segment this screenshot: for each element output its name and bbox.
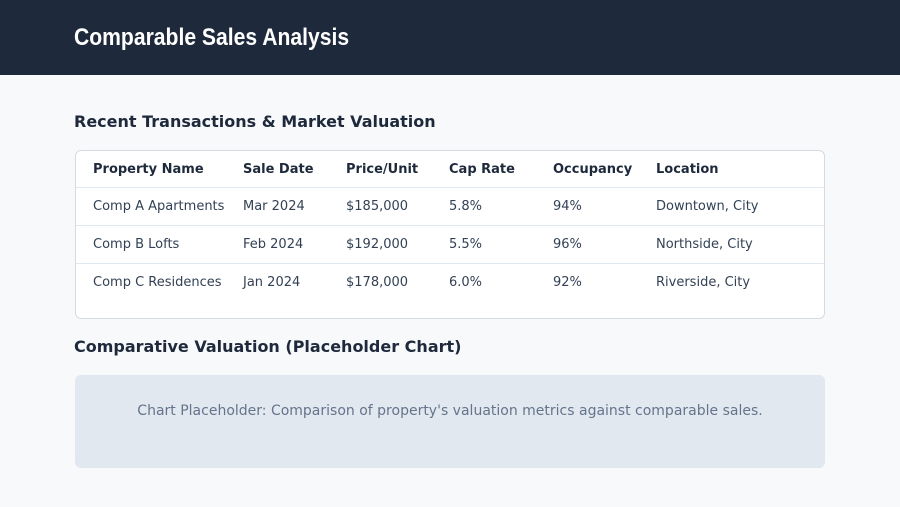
table-cell: 92% <box>553 275 582 290</box>
table-row: Comp A Apartments Mar 2024 $185,000 5.8% 94%… <box>76 187 824 226</box>
placeholder-text: Chart Placeholder: Comparison of propert… <box>137 403 763 419</box>
column-header: Occupancy <box>536 151 639 188</box>
table-cell: 94% <box>536 187 639 226</box>
table-cell: Mar 2024 <box>226 187 329 226</box>
table-row: Comp B Lofts Feb 2024 $192,000 5.5% 96% North… <box>76 225 824 264</box>
table-cell: Comp B Lofts <box>76 225 226 264</box>
table-cell: Jan 2024 <box>243 275 301 290</box>
section-title: Comparative Valuation (Placeholder Chart… <box>74 337 462 356</box>
table: Property Name Sale Date Price/Unit Cap Rate… <box>76 151 824 301</box>
table-cell: 6.0% <box>449 275 483 290</box>
chart-placeholder: Chart Placeholder: Comparison of propert… <box>75 375 825 468</box>
table-cell: Downtown, City <box>639 187 824 226</box>
table-cell: 5.5% <box>432 225 536 264</box>
column-header: Cap Rate <box>432 151 536 188</box>
table-cell: $192,000 <box>329 225 432 264</box>
table-cell: Comp A Apartments <box>76 187 226 226</box>
column-header: Property Name <box>76 151 226 188</box>
table-header: Property Name Sale Date Price/Unit Cap Rate… <box>76 151 824 188</box>
table-cell: $185,000 <box>329 187 432 226</box>
header-title: Comparable Sales Analysis <box>74 23 350 51</box>
table-row: Comp C Residences Jan 2024 $178,000 6.0% 92%… <box>76 264 824 302</box>
table-cell: 5.8% <box>432 187 536 226</box>
table-card: Property Name Sale Date Price/Unit Cap Rate… <box>75 150 825 319</box>
table-cell: Feb 2024 <box>226 225 329 264</box>
table-cell: Comp C Residences <box>93 275 222 290</box>
table-cell: $178,000 <box>346 275 409 290</box>
table-cell: 96% <box>536 225 639 264</box>
column-header: Price/Unit <box>329 151 432 188</box>
column-header: Sale Date <box>226 151 329 188</box>
column-header: Location <box>639 151 824 188</box>
header: Comparable Sales Analysis <box>0 0 900 75</box>
table-body: Comp A Apartments Mar 2024 $185,000 5.8% 94%… <box>76 187 824 302</box>
table-cell: Northside, City <box>639 225 824 264</box>
section-title: Recent Transactions & Market Valuation <box>74 112 436 131</box>
table-cell: Riverside, City <box>656 275 751 290</box>
